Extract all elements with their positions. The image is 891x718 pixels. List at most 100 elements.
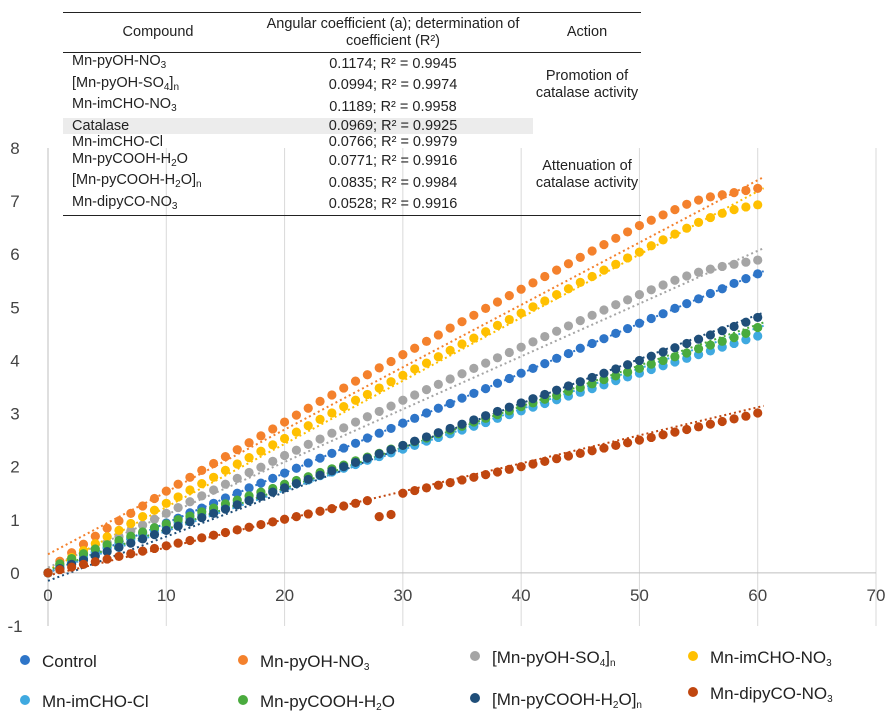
data-point [658,347,668,357]
data-point [339,443,349,453]
data-point [753,183,763,193]
data-point [611,259,621,269]
data-point [410,485,420,496]
table-action-promotion: Promotion of catalase activity [535,68,639,102]
data-point [646,359,656,369]
data-point [327,408,337,418]
data-point [114,516,124,526]
data-point [469,472,479,482]
data-point [670,229,680,239]
y-tick-label: 0 [10,564,19,583]
data-point [232,445,242,455]
data-point [291,479,301,489]
data-point [445,398,455,409]
data-point [268,424,278,434]
data-point [220,504,231,514]
data-point [149,523,160,533]
data-point [421,385,432,395]
legend-marker [688,651,698,661]
data-point [587,271,597,282]
data-point [114,542,124,552]
data-point [682,223,692,233]
data-point [682,199,692,209]
data-point [433,428,443,438]
data-point [161,508,171,519]
table-value: 0.0771; R² = 0.9916 [328,153,458,169]
data-point [303,509,313,519]
data-point [421,336,432,346]
table-compound: Mn-pyOH-NO3 [72,53,167,71]
data-point [741,185,751,196]
data-point [374,449,384,459]
data-point [78,539,89,549]
data-point [587,379,597,389]
data-point [634,289,645,300]
data-point [504,291,514,301]
data-point [492,378,503,388]
x-tick-label: 0 [43,586,52,605]
data-point [350,376,361,386]
y-tick-label: 8 [10,139,19,158]
data-point [552,326,562,336]
data-point [279,417,290,427]
coefficient-table: Compound Angular coefficient (a); determ… [63,12,641,216]
data-point [623,367,633,377]
data-point [244,453,254,463]
data-point [185,497,195,507]
data-point [516,342,526,352]
data-point [528,278,538,288]
data-point [599,443,609,453]
data-point [492,353,503,363]
data-point [102,523,112,533]
data-point [173,538,183,548]
data-point [623,360,633,370]
data-point [173,521,183,531]
legend-item: Mn-imCHO-Cl [20,692,149,712]
table-compound: Mn-imCHO-NO3 [72,96,177,114]
legend-marker [238,655,248,665]
data-point [670,427,680,437]
data-point [670,343,680,353]
data-point [138,534,148,544]
legend-marker [20,695,30,705]
table-value: 0.1189; R² = 0.9958 [329,98,457,115]
y-tick-label: 7 [10,192,19,211]
data-point [374,363,384,373]
data-point [362,496,372,506]
data-point [682,271,692,281]
data-point [658,309,668,319]
data-point [646,313,656,324]
data-point [528,459,538,469]
data-point [90,544,100,554]
data-point [78,549,89,559]
data-point [682,348,692,358]
data-point [209,530,219,540]
data-point [90,557,100,567]
data-point [516,308,526,318]
data-point [634,247,645,257]
table-row-highlighted: Catalase 0.0969; R² = 0.9925 [63,117,641,134]
data-point [504,402,514,412]
data-point [445,478,455,488]
x-tick-label: 30 [393,586,412,605]
data-point [161,541,171,551]
data-point [717,208,727,218]
data-point [279,450,290,461]
data-point [256,462,266,472]
data-point [492,467,503,477]
data-point [339,383,349,393]
data-point [386,423,396,434]
data-point [315,434,325,444]
data-point [303,474,313,485]
data-point [611,233,621,243]
data-point [705,419,716,429]
data-point [670,205,680,215]
table-compound: [Mn-pyCOOH-H2O]n [72,172,202,190]
data-point [161,519,171,529]
data-point [634,363,645,374]
data-point [244,496,254,506]
data-point [197,513,207,523]
legend-item: Control [20,652,97,672]
data-point [421,358,432,368]
data-point [445,323,455,333]
